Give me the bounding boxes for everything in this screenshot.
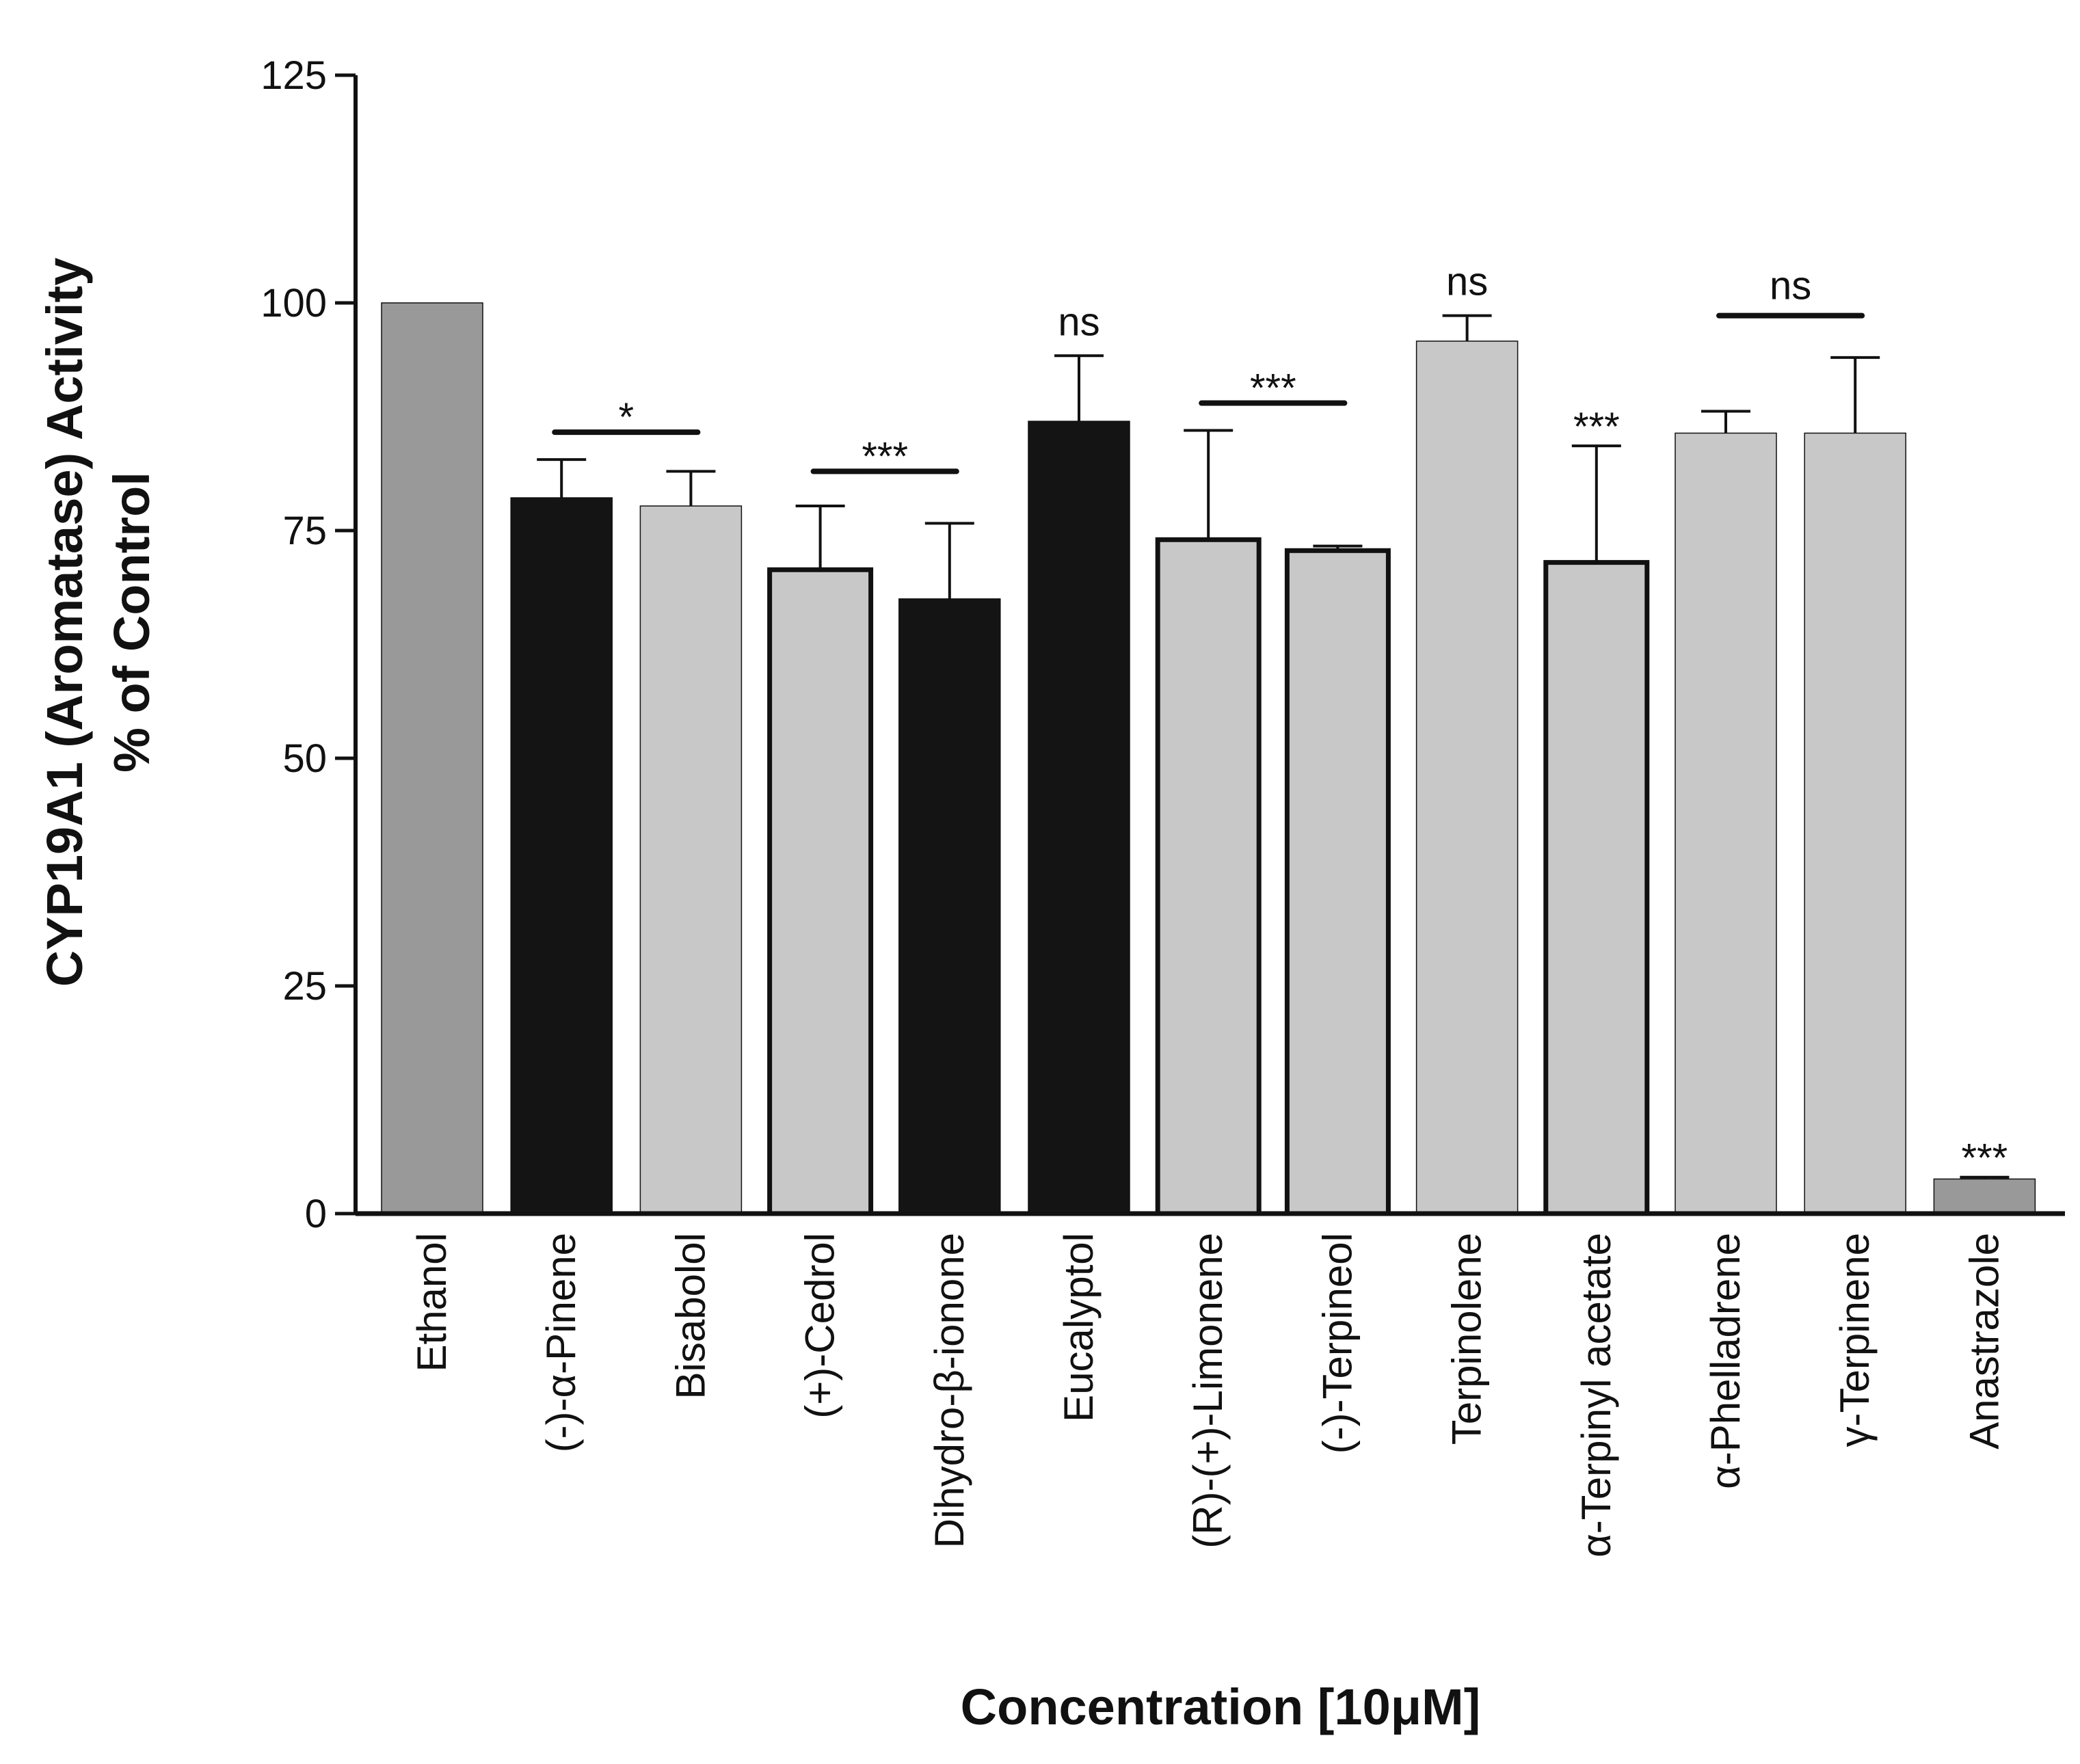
bar-10 [1675, 432, 1777, 1214]
bar-1 [510, 497, 613, 1214]
bar-7 [1284, 548, 1391, 1216]
significance-label-3: *** [1250, 366, 1296, 411]
category-label-0: Ethanol [409, 1233, 455, 1372]
y-tick-label: 125 [261, 53, 327, 98]
y-tick-label: 100 [261, 281, 327, 325]
error-bars-layer [537, 314, 2010, 1179]
bar-6 [1155, 537, 1262, 1216]
bar-4 [898, 598, 1001, 1214]
bar-2 [639, 505, 743, 1214]
category-label-6: (R)-(+)-Limonene [1185, 1233, 1231, 1549]
category-label-5: Eucalyptol [1056, 1233, 1102, 1422]
significance-label-0: * [619, 395, 635, 440]
category-label-11: γ-Terpinene [1832, 1233, 1878, 1447]
significance-label-2: ns [1058, 299, 1099, 344]
significance-label-5: *** [1573, 405, 1620, 449]
bar-11 [1804, 432, 1906, 1214]
bars-layer [381, 302, 2036, 1216]
category-label-9: α-Terpinyl acetate [1573, 1233, 1619, 1558]
axes-layer [354, 75, 2065, 1216]
annotations-layer: ****ns***ns***ns*** [552, 260, 2008, 1181]
y-tick-label: 50 [282, 736, 327, 781]
y-tick-label: 75 [282, 509, 327, 553]
significance-label-4: ns [1446, 260, 1488, 304]
category-label-7: (-)-Terpineol [1314, 1233, 1360, 1454]
y-tick-label: 0 [305, 1192, 327, 1236]
bar-5 [1028, 420, 1130, 1214]
category-label-10: α-Phelladrene [1703, 1233, 1748, 1489]
category-label-12: Anastrazole [1961, 1233, 2007, 1449]
y-axis-title-line1: CYP19A1 (Aromatase) Activity [36, 258, 93, 987]
y-tick-label: 25 [282, 964, 327, 1008]
category-label-3: (+)-Cedrol [797, 1233, 843, 1419]
significance-label-7: *** [1962, 1136, 2008, 1181]
x-axis-title: Concentration [10μM] [961, 1679, 1481, 1735]
significance-label-6: ns [1770, 264, 1811, 308]
y-axis-title-line2: % of Control [103, 472, 160, 773]
bar-3 [767, 567, 874, 1216]
category-label-1: (-)-α-Pinene [538, 1233, 584, 1452]
bar-8 [1415, 340, 1519, 1214]
significance-label-1: *** [862, 434, 908, 479]
category-label-2: Bisabolol [667, 1233, 713, 1400]
category-label-4: Dihydro-β-ionone [926, 1233, 972, 1548]
bar-12 [1933, 1178, 2036, 1214]
bar-9 [1543, 560, 1650, 1216]
y-ticks-layer: 0 25 50 75 100 125 [261, 53, 356, 1236]
category-labels-layer: Ethanol (-)-α-Pinene Bisabolol (+)-Cedrol Di… [409, 1233, 2007, 1558]
bar-0 [381, 302, 483, 1214]
category-label-8: Terpinolene [1444, 1233, 1490, 1445]
